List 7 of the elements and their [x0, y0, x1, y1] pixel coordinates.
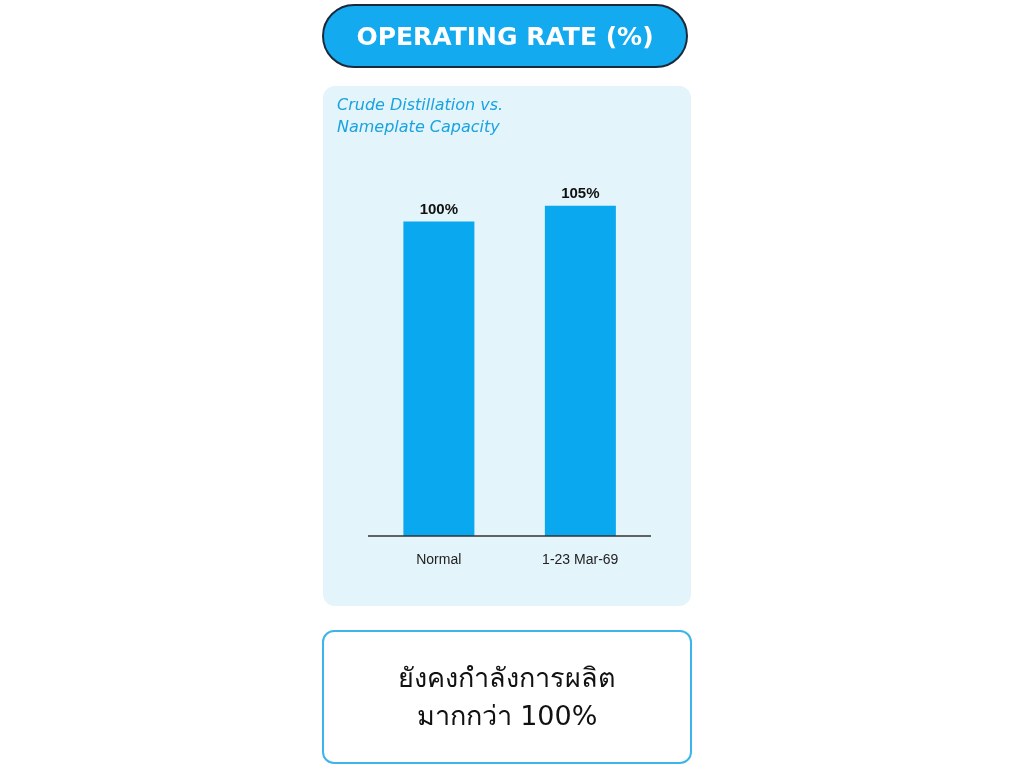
x-tick-label: 1-23 Mar-69 [542, 550, 619, 567]
text: ยังคงกำลังการผลิต มากกว่า 100% [322, 630, 692, 764]
x-tick-label: Normal [416, 550, 462, 567]
chart-title: OPERATING RATE (%) [322, 4, 688, 68]
data-label: 105% [561, 183, 600, 201]
chart-subtitle: Crude Distillation vs. Nameplate Capacity [337, 94, 505, 138]
data-label: 100% [419, 199, 459, 217]
